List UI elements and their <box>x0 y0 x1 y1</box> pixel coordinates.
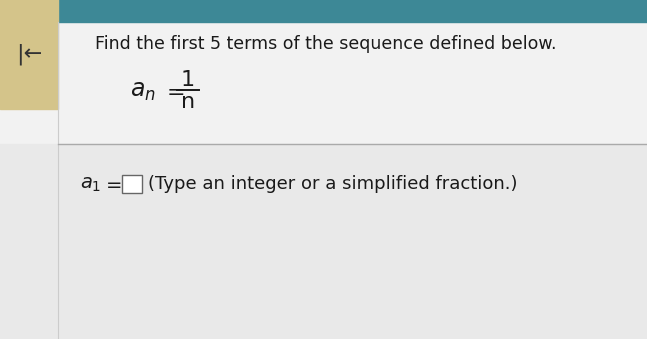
Bar <box>0 0 647 22</box>
Text: $a_n$: $a_n$ <box>130 79 156 103</box>
Bar <box>0 144 647 339</box>
Bar <box>0 0 58 109</box>
Text: |←: |← <box>16 43 42 65</box>
Text: n: n <box>181 92 195 112</box>
Text: $a_1$: $a_1$ <box>80 175 102 194</box>
Text: (Type an integer or a simplified fraction.): (Type an integer or a simplified fractio… <box>148 175 518 193</box>
Bar <box>122 175 142 193</box>
Bar <box>0 22 647 144</box>
Text: 1: 1 <box>181 70 195 90</box>
Text: $=$: $=$ <box>162 81 184 101</box>
Text: Find the first 5 terms of the sequence defined below.: Find the first 5 terms of the sequence d… <box>95 35 556 53</box>
Text: $=$: $=$ <box>102 175 122 194</box>
